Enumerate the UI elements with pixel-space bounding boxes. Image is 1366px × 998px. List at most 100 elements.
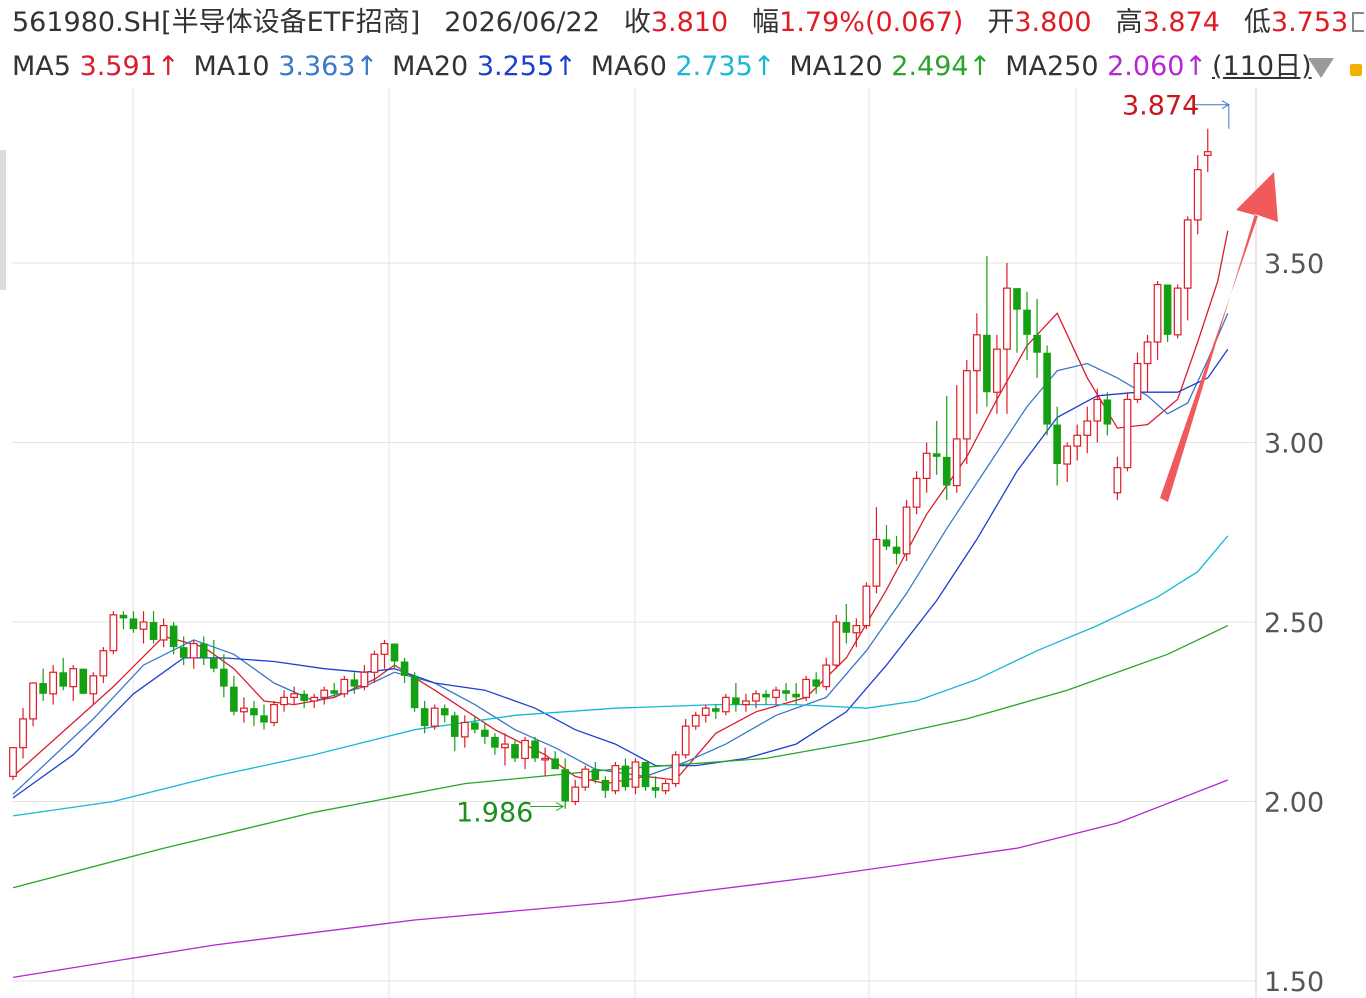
candle-body — [591, 769, 600, 780]
moving-average-legend: MA5 3.591↑ MA10 3.363↑ MA20 3.255↑ MA60 2.7… — [12, 50, 1207, 84]
candle-body — [99, 650, 108, 677]
candle-body — [260, 715, 268, 723]
candles — [9, 128, 1212, 809]
candle-body — [129, 618, 138, 630]
change-label: 幅 — [752, 7, 780, 38]
candle — [380, 639, 389, 669]
candle-body — [230, 686, 238, 712]
moving-average-lines — [12, 230, 1229, 979]
y-tick-label: 1.50 — [1264, 967, 1324, 998]
candle — [320, 686, 329, 705]
candle-body — [189, 642, 198, 659]
candle — [139, 611, 148, 644]
candle — [922, 442, 931, 493]
candle-body — [280, 696, 288, 706]
candle — [641, 762, 650, 791]
candle-body — [601, 779, 610, 791]
candle-body — [380, 642, 389, 655]
candle — [330, 683, 339, 698]
candle-body — [511, 744, 519, 759]
candle-body — [541, 757, 550, 761]
candle-body — [712, 708, 720, 712]
candle — [310, 693, 319, 709]
candle — [661, 779, 670, 795]
candle-body — [1193, 169, 1202, 221]
candle — [169, 622, 178, 655]
candle — [9, 747, 17, 780]
ma5-value: 3.591↑ — [79, 51, 180, 82]
lock-icon[interactable] — [1350, 64, 1362, 76]
open-label: 开 — [987, 7, 1015, 38]
candle-body — [199, 643, 208, 658]
low-label: 1.986 — [456, 798, 533, 829]
ma60-value: 2.735↑ — [675, 51, 776, 82]
candle-body — [862, 585, 871, 627]
candle — [681, 718, 690, 759]
candle-body — [822, 664, 831, 688]
candle-body — [460, 721, 469, 738]
candle — [1073, 424, 1082, 461]
candle-body — [762, 693, 770, 698]
candle-body — [410, 675, 419, 709]
security-code: 561980.SH — [12, 7, 162, 38]
candle-body — [531, 740, 539, 759]
candle-body — [109, 614, 118, 652]
period-selector[interactable]: (110日) — [1212, 51, 1312, 82]
candle — [611, 762, 620, 795]
candle-body — [972, 334, 981, 372]
candle — [551, 751, 559, 770]
candle — [581, 765, 590, 791]
candle — [99, 647, 108, 684]
candle-body — [1023, 309, 1031, 335]
candle — [832, 614, 841, 669]
low-value: 3.753 — [1270, 7, 1349, 38]
y-tick-label: 3.50 — [1264, 249, 1324, 280]
candle — [631, 758, 640, 795]
candle — [410, 672, 419, 712]
candle — [29, 682, 37, 727]
candle — [430, 704, 439, 730]
candle — [812, 672, 820, 694]
candle-body — [159, 624, 168, 641]
candle-body — [922, 452, 931, 479]
ma250-value: 2.060↑ — [1107, 51, 1208, 82]
y-axis: 1.50 2.00 2.50 3.00 3.50 — [1264, 249, 1324, 998]
candle-body — [1203, 151, 1212, 156]
candle — [270, 700, 278, 727]
candle-body — [842, 622, 851, 633]
candle-body — [752, 693, 760, 702]
candle — [511, 740, 519, 763]
candle-body — [962, 370, 971, 440]
candle — [1103, 392, 1112, 436]
ma10-label: MA10 — [193, 51, 270, 82]
candle-body — [772, 689, 780, 698]
low-pointer-head — [555, 802, 565, 811]
candle — [701, 704, 710, 723]
candle-body — [89, 675, 98, 695]
candle — [1153, 280, 1162, 360]
scrollbar[interactable] — [0, 150, 6, 290]
candle-body — [1063, 445, 1072, 465]
candle — [1123, 392, 1132, 472]
candle-body — [882, 539, 891, 547]
candle — [39, 668, 47, 701]
candle — [902, 499, 911, 561]
candle — [491, 733, 499, 755]
candle — [1063, 442, 1072, 482]
high-pointer-head — [1221, 100, 1230, 110]
candle-body — [983, 334, 991, 393]
candle — [782, 683, 790, 701]
candle-body — [942, 456, 951, 486]
ma20-label: MA20 — [392, 51, 469, 82]
candle — [561, 758, 569, 809]
candle-body — [1173, 287, 1182, 336]
security-name: [半导体设备ETF招商] — [161, 7, 421, 38]
candle — [240, 697, 248, 723]
candle — [49, 665, 58, 705]
chevron-down-icon[interactable] — [1308, 58, 1334, 78]
candle-body — [993, 348, 1001, 393]
candle-body — [681, 725, 690, 756]
candle — [1203, 128, 1212, 173]
candle — [250, 700, 258, 727]
low-label: 低 — [1243, 7, 1271, 38]
